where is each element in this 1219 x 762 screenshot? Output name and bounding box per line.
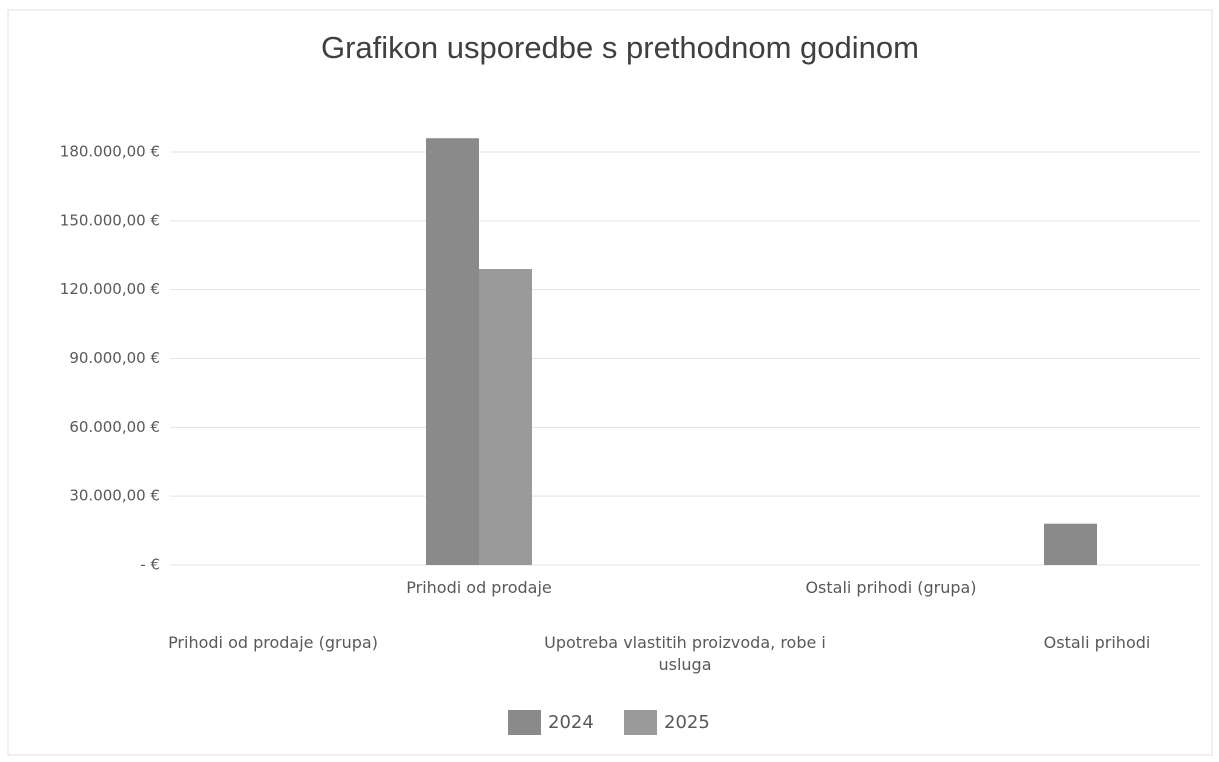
- chart-border: [7, 9, 1213, 756]
- x-tick-label: Ostali prihodi (grupa): [805, 578, 977, 597]
- legend-label: 2024: [548, 712, 594, 733]
- y-tick-label: 60.000,00 €: [69, 418, 160, 436]
- y-tick-label: 90.000,00 €: [69, 349, 160, 367]
- y-tick-label: 120.000,00 €: [60, 280, 160, 298]
- bar: [426, 138, 479, 565]
- y-tick-label: 30.000,00 €: [69, 487, 160, 505]
- legend-swatch: [624, 710, 657, 735]
- bar: [479, 269, 532, 565]
- x-tick-label: Ostali prihodi: [1043, 633, 1151, 652]
- legend-label: 2025: [664, 712, 710, 733]
- x-tick-label: Upotreba vlastitih proizvoda, robe i usl…: [544, 633, 826, 674]
- y-tick-label: 180.000,00 €: [60, 143, 160, 161]
- chart-title: Grafikon usporedbe s prethodnom godinom: [321, 30, 919, 65]
- legend-swatch: [508, 710, 541, 735]
- x-tick-label: Prihodi od prodaje (grupa): [168, 633, 378, 652]
- bar: [1044, 523, 1097, 565]
- y-tick-label: 150.000,00 €: [60, 211, 160, 229]
- y-tick-label: - €: [140, 556, 160, 574]
- x-tick-label: Prihodi od prodaje: [406, 578, 552, 597]
